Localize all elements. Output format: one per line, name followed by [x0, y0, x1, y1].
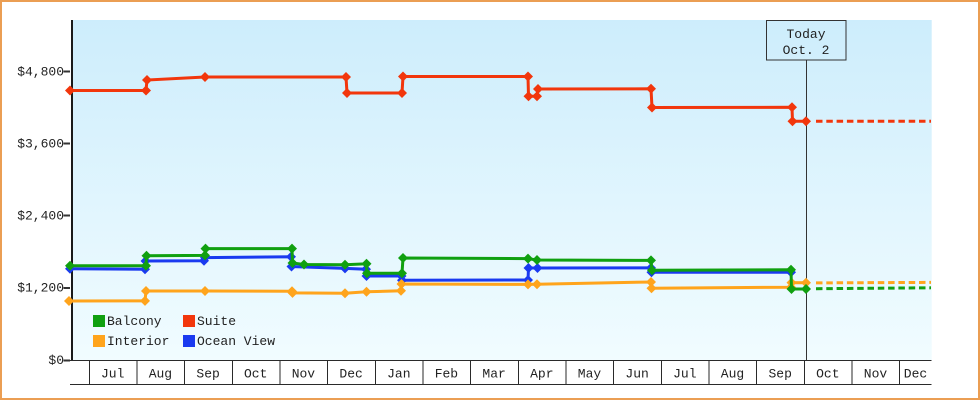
svg-text:Balcony: Balcony [107, 314, 162, 329]
svg-text:Mar: Mar [482, 367, 505, 382]
svg-text:Oct: Oct [244, 367, 267, 382]
svg-text:Oct: Oct [816, 367, 839, 382]
svg-text:Apr: Apr [530, 367, 553, 382]
svg-text:Jan: Jan [387, 367, 410, 382]
svg-text:$0: $0 [48, 353, 64, 368]
svg-text:Nov: Nov [292, 367, 316, 382]
svg-text:$3,600: $3,600 [17, 136, 64, 151]
svg-text:$2,400: $2,400 [17, 208, 64, 223]
svg-text:Suite: Suite [197, 314, 236, 329]
svg-text:Jul: Jul [673, 367, 697, 382]
svg-text:Today: Today [786, 27, 825, 42]
svg-text:$1,200: $1,200 [17, 281, 64, 296]
svg-text:Aug: Aug [721, 367, 744, 382]
svg-text:Sep: Sep [768, 367, 791, 382]
svg-text:May: May [578, 367, 602, 382]
svg-text:Nov: Nov [864, 367, 888, 382]
svg-text:Interior: Interior [107, 334, 169, 349]
svg-text:Feb: Feb [435, 367, 458, 382]
svg-text:Dec: Dec [904, 367, 927, 382]
svg-text:Ocean View: Ocean View [197, 334, 275, 349]
svg-text:Dec: Dec [339, 367, 362, 382]
svg-text:Oct. 2: Oct. 2 [783, 43, 830, 58]
svg-text:Aug: Aug [149, 367, 172, 382]
svg-text:$4,800: $4,800 [17, 64, 64, 79]
svg-text:Jul: Jul [101, 367, 125, 382]
svg-text:Sep: Sep [196, 367, 219, 382]
svg-text:Jun: Jun [625, 367, 648, 382]
